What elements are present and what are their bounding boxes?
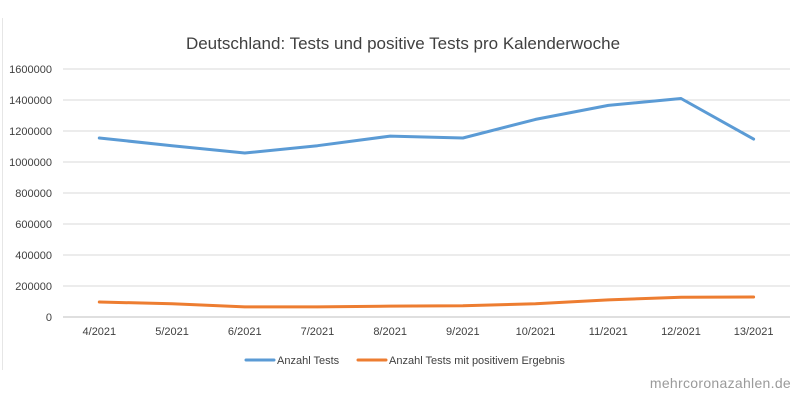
x-tick-label: 9/2021 [446,326,480,338]
watermark: mehrcoronazahlen.de [649,375,791,391]
y-tick-label: 1600000 [9,64,52,76]
data-point [98,136,101,140]
y-tick-label: 400000 [15,250,52,262]
y-tick-label: 1000000 [9,157,52,169]
data-point [461,136,465,140]
data-point [534,118,537,121]
y-tick-label: 600000 [15,219,52,231]
series-line-2 [97,295,756,309]
data-point [534,302,537,306]
x-tick-label: 5/2021 [155,326,189,338]
series-line-1 [97,97,756,155]
data-point [461,304,465,308]
data-point [679,295,683,299]
x-tick-label: 11/2021 [589,326,628,338]
data-point [170,302,174,306]
x-axis-ticks: 4/2021 5/2021 6/2021 7/2021 8/2021 9/2021 10/2… [83,326,774,338]
data-point [388,134,392,138]
y-axis-ticks: 0 200000 400000 600000 800000 1000000 1200000 1… [9,64,52,324]
legend-label: Anzahl Tests [277,355,340,367]
chart-title: Deutschland: Tests und positive Tests pr… [186,34,620,53]
x-tick-label: 6/2021 [228,326,262,338]
data-point [388,304,392,308]
y-tick-label: 1200000 [9,126,52,138]
chart-frame [2,18,800,370]
data-point [243,305,246,309]
x-tick-label: 13/2021 [734,326,774,338]
y-tick-label: 1400000 [9,95,52,107]
x-tick-label: 4/2021 [83,326,117,338]
data-point [752,137,755,141]
y-tick-label: 800000 [15,188,52,200]
data-point [316,305,319,309]
x-tick-label: 12/2021 [661,326,701,338]
data-point [170,144,174,147]
y-tick-label: 0 [46,312,52,324]
x-tick-label: 7/2021 [301,326,335,338]
x-tick-label: 10/2021 [516,326,556,338]
data-point [243,151,246,155]
grid-layer [63,68,790,318]
data-point [752,295,755,299]
y-tick-label: 200000 [15,281,52,293]
data-point [607,298,610,302]
legend: Anzahl Tests Anzahl Tests mit positivem E… [244,355,565,367]
legend-label: Anzahl Tests mit positivem Ergebnis [389,355,565,367]
data-point [98,300,101,304]
series-layer [97,97,756,309]
data-point [679,97,683,100]
data-point [607,104,610,107]
x-tick-label: 8/2021 [373,326,407,338]
data-point [316,144,319,147]
